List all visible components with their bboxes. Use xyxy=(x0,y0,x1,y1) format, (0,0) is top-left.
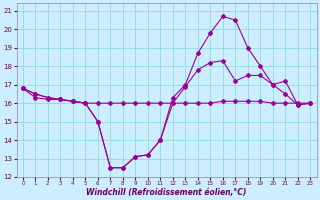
X-axis label: Windchill (Refroidissement éolien,°C): Windchill (Refroidissement éolien,°C) xyxy=(86,188,247,197)
